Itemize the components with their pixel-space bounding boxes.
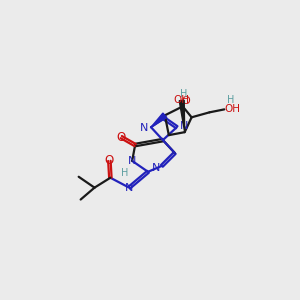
Text: O: O	[181, 97, 190, 106]
Text: O: O	[105, 154, 114, 167]
Text: H: H	[226, 95, 234, 106]
Text: N: N	[179, 121, 188, 131]
Text: OH: OH	[174, 95, 190, 106]
Text: O: O	[117, 130, 126, 144]
Polygon shape	[151, 113, 167, 127]
Text: OH: OH	[224, 104, 240, 114]
Text: H: H	[180, 88, 188, 98]
Text: H: H	[121, 168, 128, 178]
Text: N: N	[125, 183, 134, 193]
Text: N: N	[152, 163, 160, 173]
Polygon shape	[179, 100, 185, 132]
Text: N: N	[128, 156, 136, 166]
Text: N: N	[140, 123, 148, 133]
